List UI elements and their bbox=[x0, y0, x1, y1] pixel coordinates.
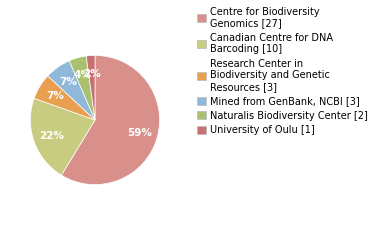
Wedge shape bbox=[34, 76, 95, 120]
Legend: Centre for Biodiversity
Genomics [27], Canadian Centre for DNA
Barcoding [10], R: Centre for Biodiversity Genomics [27], C… bbox=[195, 5, 370, 137]
Text: 22%: 22% bbox=[39, 131, 64, 141]
Wedge shape bbox=[30, 98, 95, 175]
Text: 7%: 7% bbox=[46, 91, 64, 101]
Wedge shape bbox=[86, 55, 95, 120]
Text: 59%: 59% bbox=[127, 127, 152, 138]
Wedge shape bbox=[48, 61, 95, 120]
Text: 4%: 4% bbox=[73, 70, 91, 80]
Wedge shape bbox=[62, 55, 160, 185]
Text: 2%: 2% bbox=[83, 69, 101, 78]
Text: 7%: 7% bbox=[59, 77, 77, 87]
Wedge shape bbox=[69, 56, 95, 120]
